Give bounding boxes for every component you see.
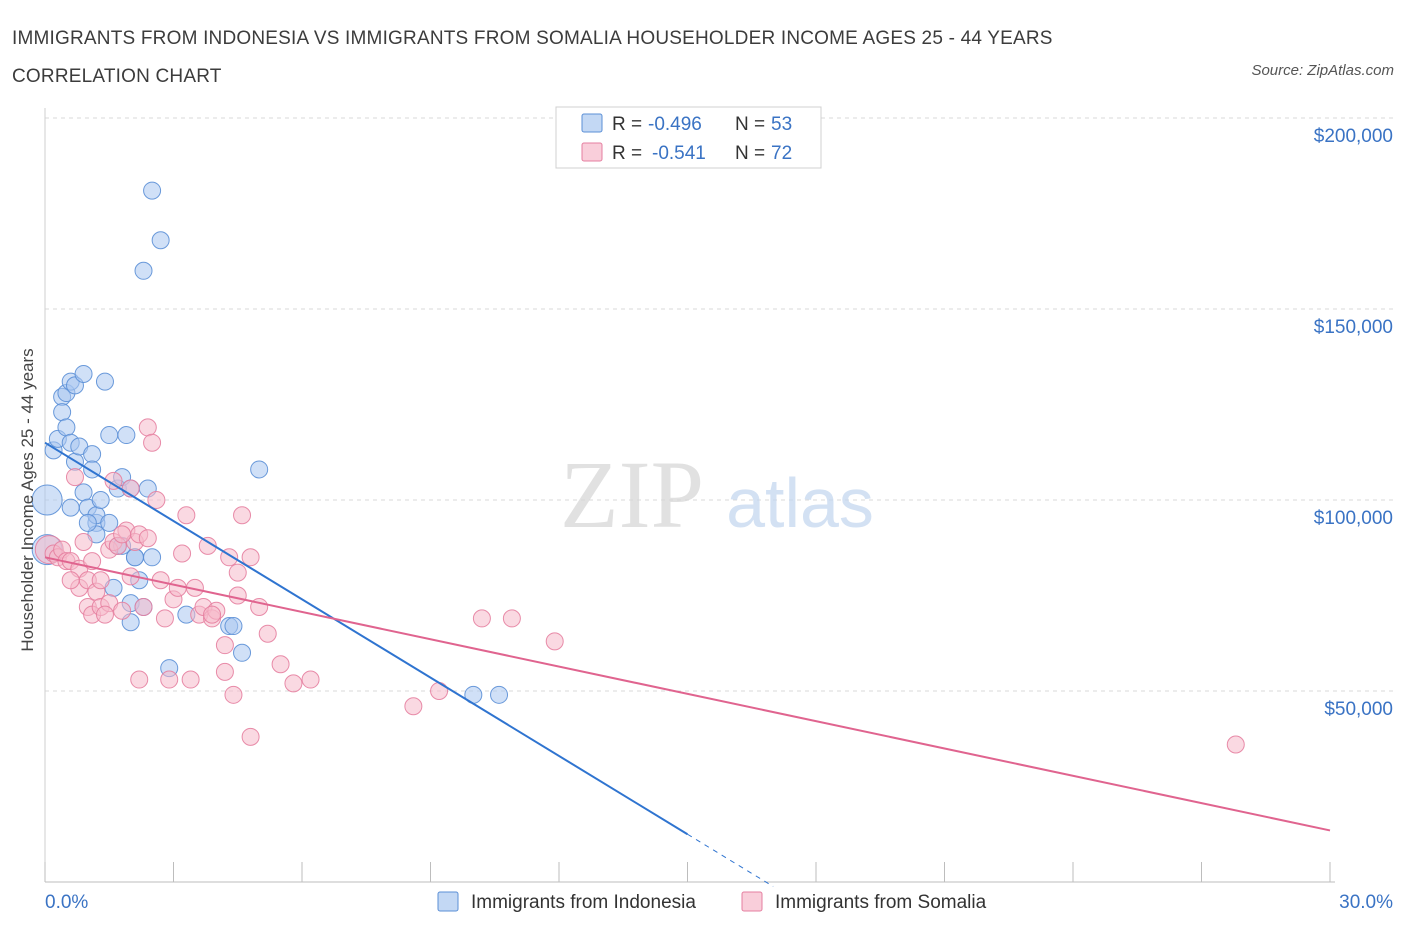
- point-indonesia: [490, 685, 509, 704]
- point-somalia: [130, 670, 149, 689]
- series-legend-label-indonesia: Immigrants from Indonesia: [471, 892, 696, 913]
- y-tick-label: $150,000: [1314, 317, 1393, 338]
- point-indonesia: [53, 403, 72, 422]
- grid-layer: $50,000 $100,000 $150,000 $200,000: [45, 117, 1395, 720]
- series-legend-swatch-indonesia: [437, 891, 459, 912]
- point-somalia: [181, 670, 200, 689]
- point-somalia: [1226, 735, 1245, 754]
- point-somalia: [113, 601, 132, 620]
- point-somalia: [284, 674, 303, 693]
- trend-layer: [44, 441, 1331, 887]
- point-indonesia: [83, 445, 102, 464]
- point-indonesia: [224, 617, 243, 636]
- point-indonesia: [95, 372, 114, 391]
- point-indonesia: [57, 418, 76, 437]
- point-indonesia: [143, 181, 162, 200]
- points-layer: [31, 181, 1245, 754]
- watermark-zip: ZIP: [560, 441, 704, 548]
- point-somalia: [224, 685, 243, 704]
- point-indonesia: [100, 426, 119, 445]
- point-somalia: [430, 682, 449, 700]
- legend-swatch-indonesia: [581, 113, 603, 133]
- point-somalia: [228, 563, 247, 582]
- trend-line-indonesia: [44, 441, 689, 836]
- point-indonesia: [61, 498, 80, 517]
- point-somalia: [233, 506, 252, 525]
- point-somalia: [155, 609, 174, 628]
- point-somalia: [138, 529, 157, 548]
- stats-legend: R = -0.496 N = 53 R = -0.541 N = 72: [555, 106, 822, 169]
- point-somalia: [61, 571, 80, 590]
- point-somalia: [241, 548, 260, 567]
- point-somalia: [91, 571, 110, 590]
- chart-title: IMMIGRANTS FROM INDONESIA VS IMMIGRANTS …: [12, 28, 1053, 87]
- point-somalia: [74, 533, 93, 552]
- point-indonesia: [233, 643, 252, 662]
- watermark-atlas: atlas: [726, 464, 874, 542]
- legend-n-value-2: 72: [771, 143, 792, 164]
- series-legend: Immigrants from Indonesia Immigrants fro…: [437, 891, 987, 913]
- point-indonesia: [151, 231, 170, 250]
- point-somalia: [143, 433, 162, 452]
- legend-r-value-2: -0.541: [652, 143, 706, 164]
- point-indonesia: [100, 513, 119, 532]
- point-somalia: [301, 670, 320, 689]
- point-somalia: [472, 609, 491, 628]
- legend-r-label-2: R =: [612, 143, 642, 164]
- point-somalia: [203, 605, 222, 624]
- y-tick-label: $50,000: [1324, 699, 1393, 720]
- point-somalia: [258, 624, 277, 643]
- point-indonesia: [91, 491, 110, 509]
- y-axis-label: Householder Income Ages 25 - 44 years: [18, 348, 37, 651]
- trend-line-indonesia-extension: [687, 833, 774, 887]
- point-somalia: [228, 586, 247, 605]
- point-indonesia: [117, 426, 136, 445]
- point-somalia: [173, 544, 192, 563]
- series-legend-label-somalia: Immigrants from Somalia: [775, 892, 987, 913]
- point-somalia: [215, 662, 234, 681]
- y-tick-label: $100,000: [1314, 508, 1393, 529]
- axes-layer: 0.0% 30.0%: [44, 108, 1393, 913]
- point-somalia: [160, 670, 179, 689]
- legend-r-label-1: R =: [612, 114, 642, 135]
- point-indonesia: [74, 483, 93, 502]
- point-indonesia: [74, 364, 93, 383]
- point-indonesia: [250, 460, 269, 479]
- point-somalia: [65, 468, 84, 487]
- point-somalia: [241, 727, 260, 746]
- x-tick-label: 0.0%: [45, 892, 88, 913]
- legend-swatch-somalia: [581, 142, 603, 162]
- point-somalia: [168, 578, 187, 597]
- point-somalia: [104, 471, 123, 490]
- trend-line-somalia: [44, 556, 1331, 832]
- point-somalia: [95, 605, 114, 624]
- x-tick-label: 30.0%: [1339, 892, 1393, 913]
- point-indonesia: [31, 484, 63, 516]
- point-indonesia: [125, 548, 144, 567]
- point-somalia: [177, 506, 196, 525]
- point-somalia: [138, 418, 157, 437]
- point-somalia: [545, 632, 564, 651]
- legend-n-label-1: N =: [735, 114, 765, 135]
- point-somalia: [502, 609, 521, 628]
- point-indonesia: [134, 261, 153, 280]
- point-somalia: [404, 697, 423, 716]
- point-somalia: [271, 655, 290, 674]
- point-somalia: [113, 525, 132, 544]
- legend-n-value-1: 53: [771, 114, 792, 135]
- series-legend-swatch-somalia: [741, 891, 763, 912]
- point-somalia: [147, 491, 166, 509]
- point-indonesia: [143, 548, 162, 567]
- legend-n-label-2: N =: [735, 143, 765, 164]
- point-somalia: [134, 597, 153, 616]
- y-tick-label: $200,000: [1314, 126, 1393, 147]
- point-indonesia: [78, 513, 97, 532]
- point-somalia: [215, 636, 234, 655]
- point-somalia: [83, 552, 102, 571]
- point-somalia: [198, 536, 217, 555]
- legend-r-value-1: -0.496: [648, 114, 702, 135]
- source-label: Source: ZipAtlas.com: [1251, 62, 1394, 79]
